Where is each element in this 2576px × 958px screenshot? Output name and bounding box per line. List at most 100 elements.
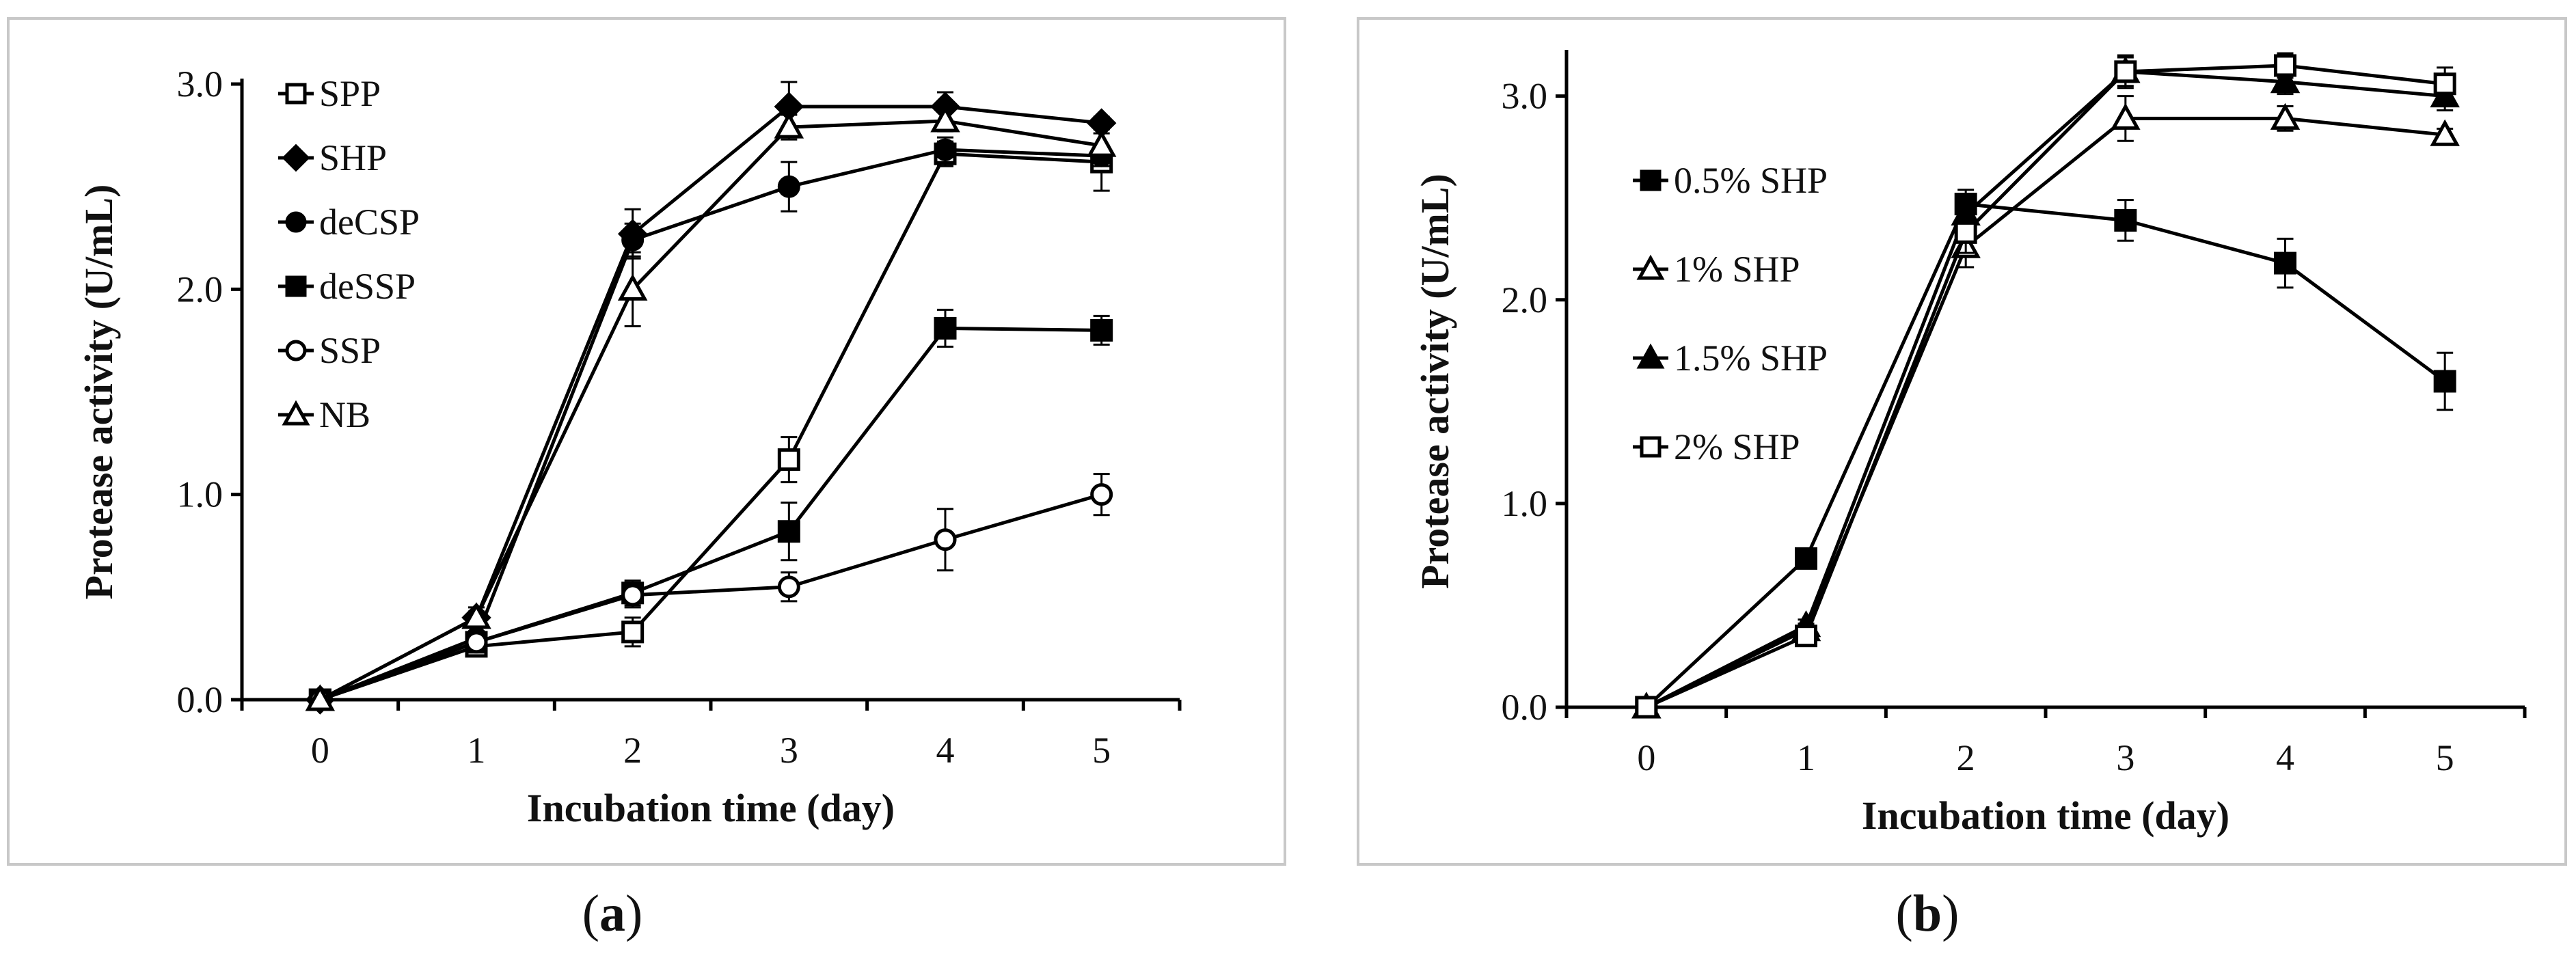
chart-a-legend-item-nb: NB	[278, 394, 370, 435]
chart-a-legend-item-shp: SHP	[278, 137, 387, 178]
chart-b-point-0-5-shp	[2433, 370, 2456, 393]
chart-a-line-dessp	[319, 326, 1102, 702]
chart-b-legend-item-0-5-shp: 0.5% SHP	[1633, 160, 1828, 201]
chart-a-point-dessp	[934, 316, 957, 340]
chart-a-point-decsp	[777, 175, 800, 198]
chart-b-x-tick-label: 4	[2276, 737, 2294, 778]
chart-a-y-tick-label: 0.0	[177, 679, 223, 720]
chart-b-y-tick-label: 3.0	[1502, 76, 1548, 117]
chart-a-legend-marker-ssp	[285, 340, 307, 361]
chart-b-series-1-5-shp	[1631, 56, 2460, 719]
chart-a-svg: 0.0 1.0 2.0 3.0 0 1 2 3 4 5 Incubation time (day) P…	[77, 64, 1182, 830]
chart-b-point-2-shp	[1635, 696, 1658, 719]
chart-b-legend-marker-2-shp	[1640, 436, 1662, 458]
chart-b-legend-label-1-shp: 1% SHP	[1674, 249, 1800, 290]
chart-a-x-tick-label: 5	[1092, 730, 1111, 771]
chart-a-point-dessp	[1090, 318, 1113, 342]
chart-b-line-1-shp	[1645, 116, 2445, 709]
chart-b-point-2-shp	[2274, 54, 2296, 77]
chart-a-legend-label-ssp: SSP	[319, 330, 381, 371]
chart-b-series-2-shp	[1635, 52, 2456, 719]
caption-b: (b)	[1895, 885, 1960, 942]
chart-b-x-tick-label: 0	[1637, 737, 1655, 778]
chart-a-legend-label-nb: NB	[319, 394, 370, 435]
chart-a-line-shp	[319, 105, 1102, 702]
chart-a-legend-label-spp: SPP	[319, 73, 381, 114]
chart-b-legend-item-1-shp: 1% SHP	[1633, 249, 1800, 290]
chart-b-point-1-shp	[2430, 119, 2460, 146]
caption-a: (a)	[582, 885, 643, 942]
chart-b-svg: 0.0 1.0 2.0 3.0 0 1 2 3 4 5 Incubation time (day) P…	[1413, 50, 2527, 838]
chart-b-x-tick-label: 2	[1957, 737, 1975, 778]
chart-a-y-tick-label: 2.0	[177, 269, 223, 310]
chart-a-point-nb	[305, 684, 336, 711]
chart-b-x-axis-title: Incubation time (day)	[1862, 793, 2229, 838]
chart-a-y-axis-title: Protease activity (U/mL)	[77, 184, 121, 600]
chart-b-point-2-shp	[2114, 60, 2137, 83]
chart-b-point-0-5-shp	[1795, 547, 1817, 570]
chart-a-x-tick-label: 1	[467, 730, 486, 771]
chart-a-series-dessp	[308, 308, 1113, 711]
caption-b-letter: b	[1912, 885, 1942, 942]
chart-a-x-tick-label: 0	[311, 730, 329, 771]
chart-b-line-0-5-shp	[1645, 202, 2446, 709]
chart-a-y-tick-label: 1.0	[177, 474, 223, 515]
chart-a-series-decsp	[308, 136, 1113, 711]
chart-b-legend-marker-0-5-shp	[1640, 169, 1662, 191]
chart-panel-a: 0.0 1.0 2.0 3.0 0 1 2 3 4 5 Incubation time (day) P…	[7, 17, 1286, 866]
chart-a-point-decsp	[934, 138, 957, 161]
chart-b-line-2-shp	[1645, 64, 2445, 709]
chart-b-y-tick-label: 1.0	[1502, 483, 1548, 524]
chart-b-point-0-5-shp	[2114, 208, 2137, 232]
chart-b-legend-item-1-5-shp: 1.5% SHP	[1633, 338, 1828, 379]
chart-b-y-axis-title: Protease activity (U/mL)	[1413, 174, 1457, 589]
chart-a-legend-label-decsp: deCSP	[319, 202, 420, 243]
chart-a-y-tick-label: 3.0	[177, 64, 223, 105]
chart-a-point-ssp	[621, 584, 645, 607]
chart-a-series-ssp	[308, 473, 1113, 711]
chart-b-legend-item-2-shp: 2% SHP	[1633, 426, 1800, 467]
chart-a-point-spp	[621, 620, 645, 644]
chart-a-series-shp	[305, 81, 1117, 715]
chart-a-legend-label-dessp: deSSP	[319, 266, 416, 307]
chart-a-legend-label-shp: SHP	[319, 137, 387, 178]
chart-a-point-ssp	[465, 631, 488, 654]
chart-a-legend-marker-decsp	[285, 211, 307, 233]
chart-a-line-nb	[319, 119, 1102, 702]
chart-a-line-decsp	[319, 148, 1102, 702]
chart-a-point-nb	[461, 602, 491, 629]
chart-b-x-tick-label: 5	[2436, 737, 2454, 778]
chart-b-legend-marker-1-5-shp	[1636, 343, 1665, 369]
chart-a-point-spp	[777, 448, 800, 471]
chart-a-x-tick-label: 2	[623, 730, 642, 771]
chart-a-legend-item-decsp: deCSP	[278, 202, 420, 243]
chart-b-legend-label-1-5-shp: 1.5% SHP	[1674, 338, 1828, 379]
chart-a-point-ssp	[777, 575, 800, 599]
chart-b-x-tick-label: 3	[2116, 737, 2134, 778]
chart-a-point-ssp	[1090, 483, 1113, 506]
chart-b-point-1-5-shp	[2270, 66, 2301, 94]
chart-b-point-2-shp	[2433, 72, 2456, 96]
chart-a-legend-marker-nb	[282, 400, 310, 426]
chart-b-point-1-shp	[2270, 102, 2301, 130]
chart-b-legend-marker-1-shp	[1636, 254, 1665, 280]
chart-a-x-axis-title: Incubation time (day)	[527, 786, 895, 830]
chart-b-point-2-shp	[1795, 625, 1817, 648]
chart-a-point-dessp	[777, 520, 800, 543]
chart-b-y-tick-label: 2.0	[1502, 279, 1548, 320]
chart-b-legend-label-0-5-shp: 0.5% SHP	[1674, 160, 1828, 201]
chart-a-point-ssp	[934, 528, 957, 551]
chart-a-series-spp	[308, 132, 1113, 711]
chart-b-line-1-5-shp	[1645, 70, 2445, 709]
caption-a-letter: a	[599, 885, 625, 942]
chart-b-point-2-shp	[1954, 221, 1977, 244]
chart-a-line-ssp	[319, 493, 1102, 702]
chart-a-legend-item-ssp: SSP	[278, 330, 381, 371]
chart-a-legend-marker-shp	[282, 143, 310, 172]
chart-a-series-nb	[305, 105, 1117, 711]
chart-a-point-nb	[774, 111, 804, 139]
chart-a-point-decsp	[621, 228, 645, 251]
chart-a-point-nb	[617, 273, 648, 301]
chart-a-legend-marker-spp	[285, 83, 307, 105]
chart-a-legend-item-dessp: deSSP	[278, 266, 416, 307]
